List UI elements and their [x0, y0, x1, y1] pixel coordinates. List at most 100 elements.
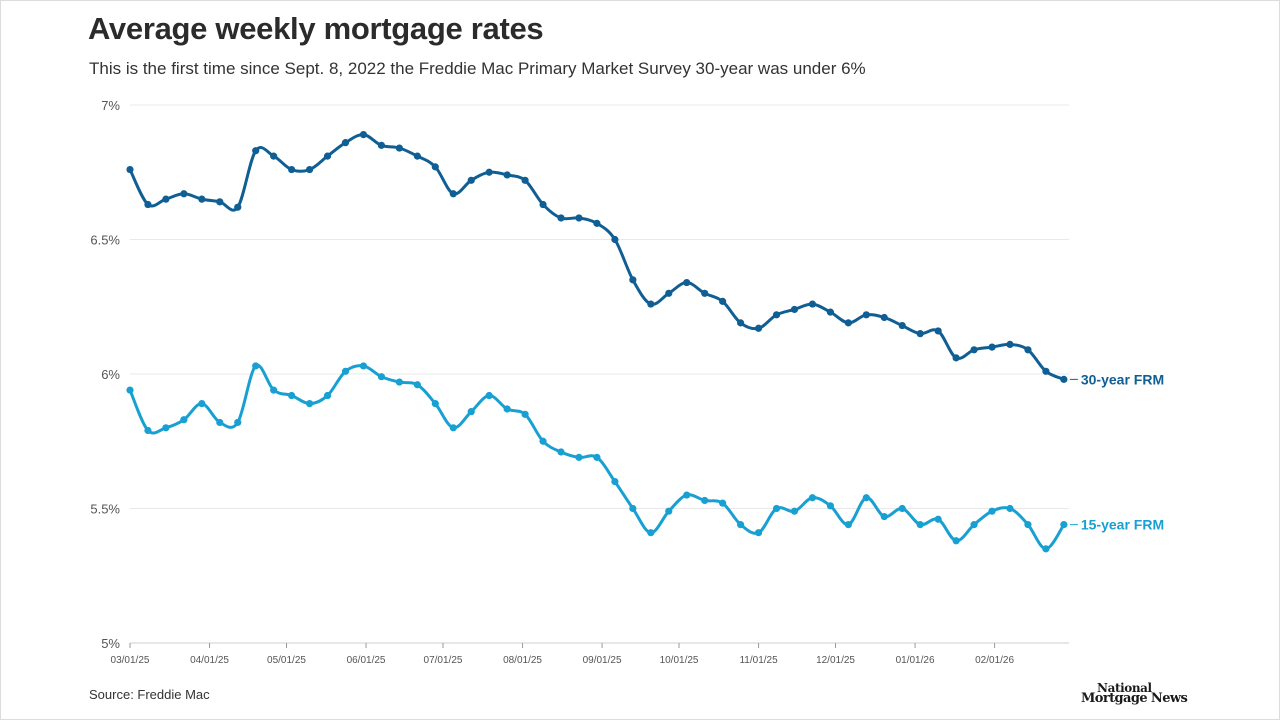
data-point-30-year[interactable]: [665, 289, 673, 297]
data-point-15-year[interactable]: [808, 494, 817, 502]
data-point-15-year[interactable]: [952, 537, 960, 545]
data-point-15-year[interactable]: [1024, 521, 1032, 529]
data-point-15-year[interactable]: [521, 410, 529, 418]
data-point-30-year[interactable]: [162, 195, 170, 203]
data-point-30-year[interactable]: [701, 289, 709, 297]
data-point-15-year[interactable]: [341, 367, 350, 375]
data-point-30-year[interactable]: [772, 311, 781, 319]
data-point-15-year[interactable]: [790, 507, 799, 515]
data-point-30-year[interactable]: [144, 200, 152, 209]
data-point-15-year[interactable]: [395, 378, 403, 386]
data-point-15-year[interactable]: [1042, 545, 1050, 553]
data-point-15-year[interactable]: [934, 515, 942, 523]
data-point-30-year[interactable]: [539, 200, 547, 209]
data-point-15-year[interactable]: [683, 491, 691, 499]
data-point-15-year[interactable]: [916, 521, 924, 529]
data-point-15-year[interactable]: [557, 448, 565, 456]
data-point-30-year[interactable]: [737, 319, 745, 327]
data-point-15-year[interactable]: [844, 521, 852, 529]
data-point-15-year[interactable]: [754, 529, 763, 537]
data-point-15-year[interactable]: [305, 399, 314, 408]
data-point-15-year[interactable]: [665, 507, 673, 515]
data-point-30-year[interactable]: [1042, 367, 1050, 375]
data-point-15-year[interactable]: [503, 405, 511, 413]
data-point-15-year[interactable]: [126, 386, 134, 394]
data-point-30-year[interactable]: [898, 321, 906, 330]
data-point-15-year[interactable]: [880, 512, 888, 521]
data-point-30-year[interactable]: [288, 165, 296, 174]
data-point-15-year[interactable]: [180, 416, 188, 424]
data-point-30-year[interactable]: [234, 203, 242, 211]
data-point-15-year[interactable]: [270, 386, 278, 394]
data-point-30-year[interactable]: [934, 327, 942, 335]
data-point-15-year[interactable]: [234, 418, 242, 427]
data-point-30-year[interactable]: [485, 168, 493, 176]
data-point-15-year[interactable]: [611, 478, 619, 486]
data-point-30-year[interactable]: [305, 165, 314, 174]
data-point-30-year[interactable]: [521, 176, 529, 184]
data-point-15-year[interactable]: [629, 504, 637, 513]
data-point-30-year[interactable]: [216, 198, 224, 206]
data-point-30-year[interactable]: [359, 130, 368, 139]
data-point-15-year[interactable]: [323, 391, 332, 400]
data-point-30-year[interactable]: [1024, 346, 1032, 354]
data-point-30-year[interactable]: [988, 343, 996, 351]
data-point-30-year[interactable]: [198, 195, 206, 203]
data-point-30-year[interactable]: [467, 176, 475, 184]
data-point-15-year[interactable]: [701, 496, 709, 505]
data-point-15-year[interactable]: [359, 362, 368, 370]
data-point-15-year[interactable]: [575, 453, 583, 461]
data-point-30-year[interactable]: [593, 219, 601, 227]
data-point-30-year[interactable]: [611, 235, 619, 244]
data-point-30-year[interactable]: [647, 300, 655, 308]
data-point-15-year[interactable]: [485, 391, 493, 400]
data-point-15-year[interactable]: [449, 424, 457, 432]
data-point-30-year[interactable]: [323, 152, 332, 160]
data-point-15-year[interactable]: [719, 499, 727, 507]
data-point-15-year[interactable]: [647, 529, 655, 537]
data-point-15-year[interactable]: [593, 453, 601, 461]
data-point-30-year[interactable]: [449, 190, 457, 198]
data-point-15-year[interactable]: [1006, 504, 1014, 513]
data-point-30-year[interactable]: [808, 300, 817, 308]
data-point-30-year[interactable]: [341, 139, 350, 147]
data-point-30-year[interactable]: [683, 278, 691, 287]
data-point-30-year[interactable]: [413, 152, 421, 160]
data-point-30-year[interactable]: [790, 305, 799, 314]
data-point-15-year[interactable]: [252, 362, 260, 370]
data-point-15-year[interactable]: [988, 507, 996, 515]
data-point-30-year[interactable]: [252, 147, 260, 155]
data-point-30-year[interactable]: [952, 354, 960, 362]
data-point-15-year[interactable]: [288, 391, 296, 400]
data-point-15-year[interactable]: [377, 373, 386, 381]
data-point-15-year[interactable]: [898, 504, 906, 513]
data-point-30-year[interactable]: [826, 308, 835, 316]
data-point-30-year[interactable]: [970, 346, 978, 354]
data-point-30-year[interactable]: [557, 214, 565, 222]
data-point-30-year[interactable]: [503, 171, 511, 179]
data-point-30-year[interactable]: [377, 141, 386, 149]
data-point-30-year[interactable]: [862, 311, 870, 319]
data-point-15-year[interactable]: [862, 494, 870, 502]
data-point-30-year[interactable]: [126, 165, 134, 174]
data-point-30-year[interactable]: [180, 190, 188, 198]
data-point-30-year[interactable]: [754, 324, 763, 332]
data-point-15-year[interactable]: [413, 381, 421, 389]
data-point-30-year[interactable]: [629, 276, 637, 284]
data-point-15-year[interactable]: [467, 408, 475, 416]
data-point-15-year[interactable]: [431, 399, 439, 408]
data-point-30-year[interactable]: [844, 319, 852, 327]
data-point-15-year[interactable]: [737, 521, 745, 529]
data-point-15-year[interactable]: [826, 502, 835, 510]
data-point-30-year[interactable]: [1006, 340, 1014, 349]
data-point-15-year[interactable]: [162, 424, 170, 432]
data-point-15-year[interactable]: [970, 521, 978, 529]
data-point-30-year[interactable]: [431, 163, 439, 171]
data-point-15-year[interactable]: [1060, 521, 1068, 529]
data-point-15-year[interactable]: [198, 399, 206, 408]
data-point-15-year[interactable]: [772, 504, 781, 513]
data-point-30-year[interactable]: [270, 152, 278, 160]
data-point-15-year[interactable]: [144, 426, 152, 435]
data-point-15-year[interactable]: [539, 437, 547, 445]
data-point-30-year[interactable]: [916, 330, 924, 338]
